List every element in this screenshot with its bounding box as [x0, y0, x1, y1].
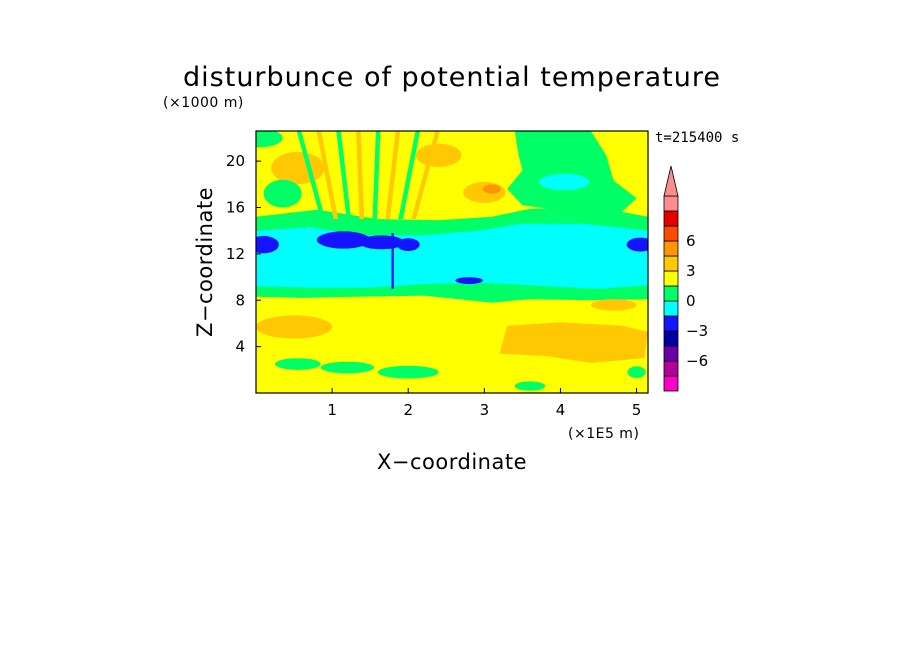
contour-top-green-left — [256, 131, 283, 148]
contour-wave-stripe-5 — [385, 131, 401, 220]
contour-cold-core-a — [316, 231, 371, 249]
y-axis-label: Z−coordinate — [193, 187, 217, 337]
colorbar-tick-label: 6 — [686, 232, 696, 250]
contour-upper-green-left — [263, 179, 302, 208]
colorbar-segment — [663, 315, 679, 332]
y-axis-ticks: 4 8 12 16 20 — [226, 152, 261, 356]
colorbar-segment — [663, 240, 679, 257]
contour-low-green-d — [514, 381, 546, 391]
time-label: t=215400 s — [655, 130, 739, 146]
colorbar-tick-label: −3 — [686, 322, 708, 340]
colorbar-segment — [663, 195, 679, 212]
x-tick-label: 2 — [403, 401, 413, 419]
y-tick-label: 8 — [235, 291, 245, 309]
plot-area — [256, 131, 648, 393]
contour-upper-cyan — [539, 173, 590, 191]
colorbar: 6 3 0 −3 −6 — [663, 165, 708, 392]
contour-cold-core-b — [358, 235, 405, 250]
contour-low-green-e — [627, 366, 646, 378]
contour-upper-green — [507, 131, 637, 213]
colorbar-segment — [663, 360, 679, 377]
x-tick-label: 5 — [632, 401, 642, 419]
contour-low-green-a — [275, 358, 321, 370]
contour-wave-stripe-1 — [316, 131, 339, 220]
contour-upper-warm-mid — [415, 143, 462, 167]
contour-low-green-b — [320, 361, 374, 374]
contour-cold-streak — [455, 277, 483, 285]
contour-cold-streak-vertical — [391, 233, 394, 289]
contour-warm-patch-right — [590, 299, 637, 311]
colorbar-extend-arrow — [663, 165, 679, 197]
colorbar-tick-label: 0 — [686, 292, 696, 310]
x-axis-label: X−coordinate — [377, 450, 527, 474]
colorbar-segment — [663, 300, 679, 317]
contour-low-green-c — [377, 365, 439, 379]
colorbar-segment — [663, 330, 679, 347]
contour-wave-stripe-7 — [411, 131, 440, 220]
contour-warm-spot — [482, 184, 502, 194]
y-tick-label: 16 — [226, 199, 245, 217]
colorbar-segment — [663, 345, 679, 362]
colorbar-segment — [663, 270, 679, 287]
contour-wave-stripe-2 — [336, 131, 352, 220]
colorbar-tick-label: −6 — [686, 352, 708, 370]
contour-lower-warm-left — [256, 315, 333, 339]
contour-cold-core-left — [256, 235, 279, 254]
contour-cold-core-right — [626, 237, 648, 252]
contour-cold-core-c — [396, 238, 420, 251]
contour-lower-warm-right — [499, 322, 648, 363]
y-tick-label: 20 — [226, 152, 245, 170]
contour-wave-stripe-0 — [296, 131, 326, 220]
colorbar-segment — [663, 255, 679, 272]
y-tick-label: 12 — [226, 245, 245, 263]
y-axis-unit: (×1000 m) — [163, 95, 244, 111]
x-tick-label: 3 — [480, 401, 490, 419]
x-tick-label: 4 — [556, 401, 566, 419]
x-axis-ticks: 1 2 3 4 5 — [327, 388, 641, 419]
contour-cyan-band — [256, 223, 648, 289]
x-axis-unit: (×1E5 m) — [568, 426, 639, 442]
colorbar-segment — [663, 210, 679, 227]
colorbar-tick-label: 3 — [686, 262, 696, 280]
contour-wave-stripe-3 — [356, 131, 365, 220]
y-tick-label: 4 — [235, 338, 245, 356]
colorbar-segment — [663, 285, 679, 302]
contour-upper-warm — [463, 182, 506, 203]
x-tick-label: 1 — [327, 401, 337, 419]
colorbar-segment — [663, 225, 679, 242]
contour-wave-stripe-6 — [398, 131, 420, 220]
contour-wave-stripe-4 — [372, 131, 381, 220]
chart-title: disturbunce of potential temperature — [183, 62, 721, 93]
colorbar-segment — [663, 375, 679, 392]
plot-frame — [255, 130, 649, 394]
contour-upper-warm-left — [271, 151, 325, 185]
